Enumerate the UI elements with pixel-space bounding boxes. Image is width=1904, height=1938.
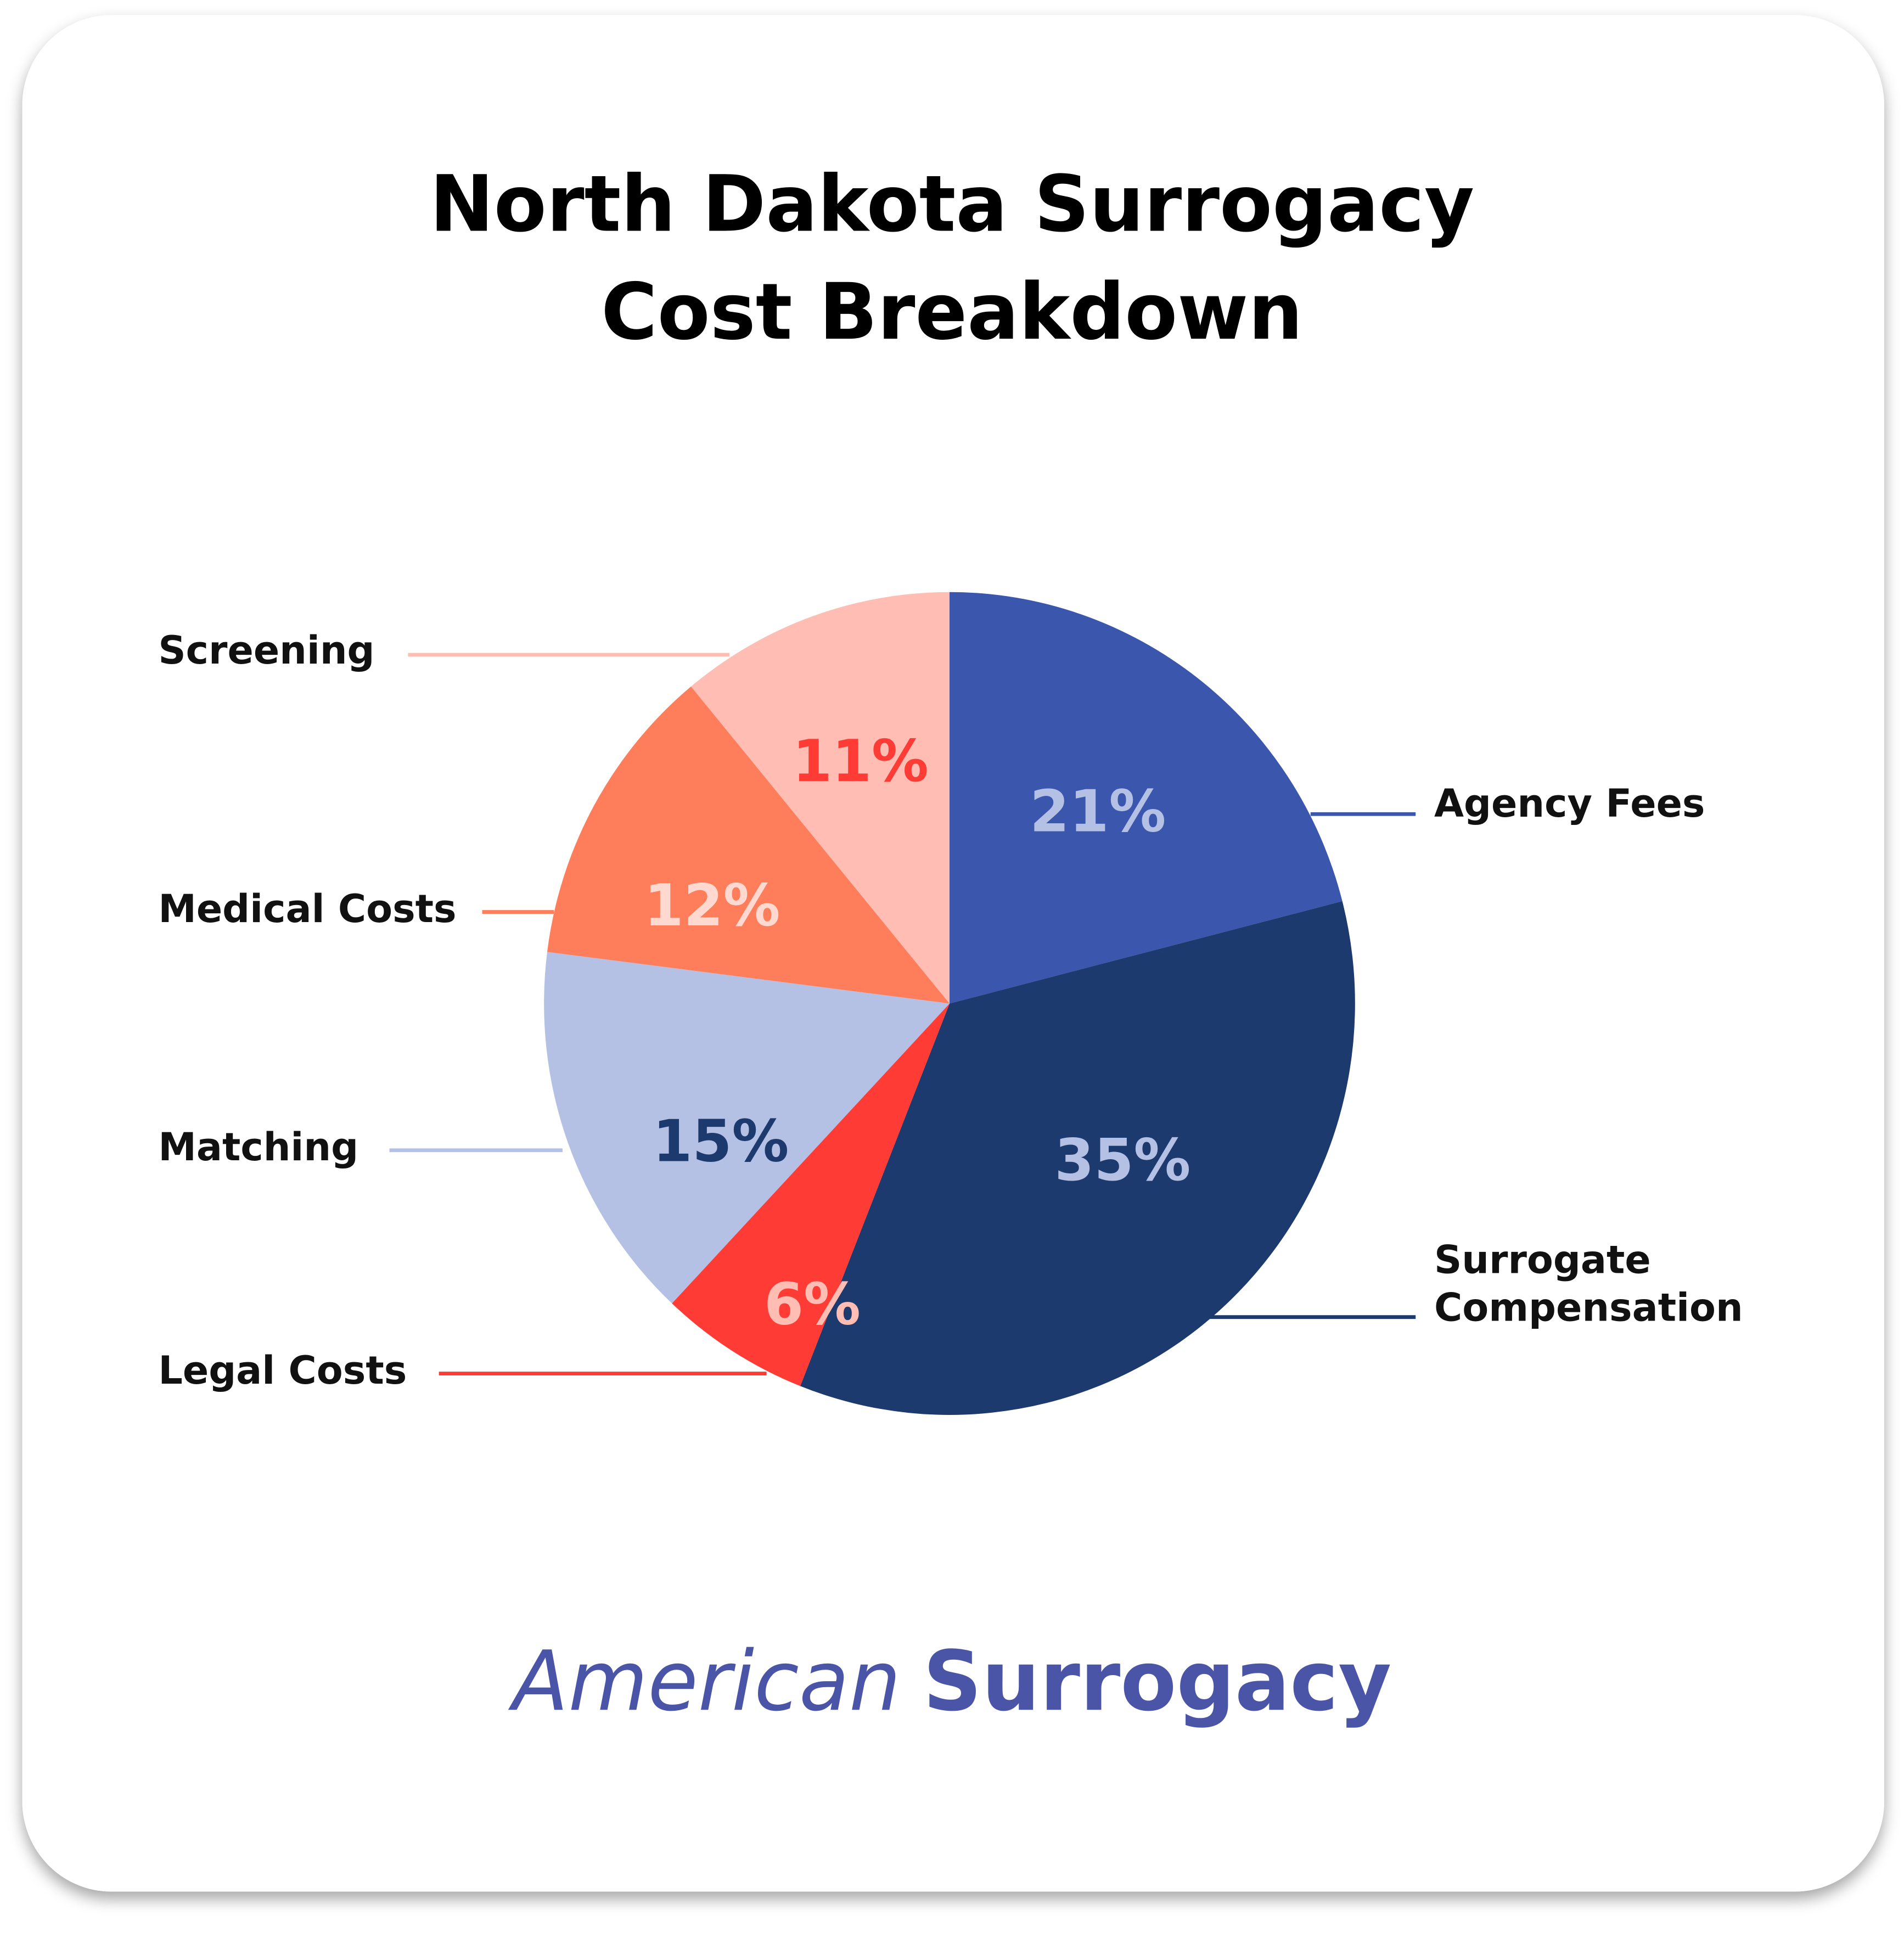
pie-slice [691, 592, 950, 1004]
category-label: Legal Costs [158, 1348, 407, 1394]
category-label-box: Screening [158, 628, 375, 674]
value-label: 12% [644, 872, 780, 939]
logo-bold: Surrogacy [923, 1633, 1391, 1729]
category-label-box: Agency Fees [1434, 781, 1705, 827]
category-label-box: Medical Costs [158, 886, 457, 933]
title-box: North Dakota Surrogacy Cost Breakdown [429, 158, 1475, 358]
pie-slice [949, 592, 1343, 1004]
logo: American Surrogacy [508, 1633, 1391, 1729]
pie-slice [800, 901, 1355, 1415]
logo-light: American [508, 1633, 901, 1729]
category-label: Surrogate Compensation [1434, 1238, 1743, 1331]
category-label-box: Surrogate Compensation [1434, 1238, 1743, 1331]
category-label: Agency Fees [1434, 781, 1705, 827]
category-label: Matching [158, 1125, 359, 1171]
value-label: 15% [653, 1108, 789, 1175]
category-label: Screening [158, 628, 375, 674]
category-label-box: Matching [158, 1125, 359, 1171]
category-label: Medical Costs [158, 886, 457, 933]
pie-slice [672, 1003, 950, 1386]
chart-title: North Dakota Surrogacy Cost Breakdown [429, 158, 1475, 358]
value-label: 35% [1054, 1126, 1190, 1194]
pie-slice [547, 686, 950, 1004]
pie-slice [544, 952, 950, 1304]
value-label: 6% [764, 1271, 861, 1338]
value-label: 11% [793, 727, 929, 795]
category-label-box: Legal Costs [158, 1348, 407, 1394]
value-label: 21% [1030, 778, 1166, 845]
